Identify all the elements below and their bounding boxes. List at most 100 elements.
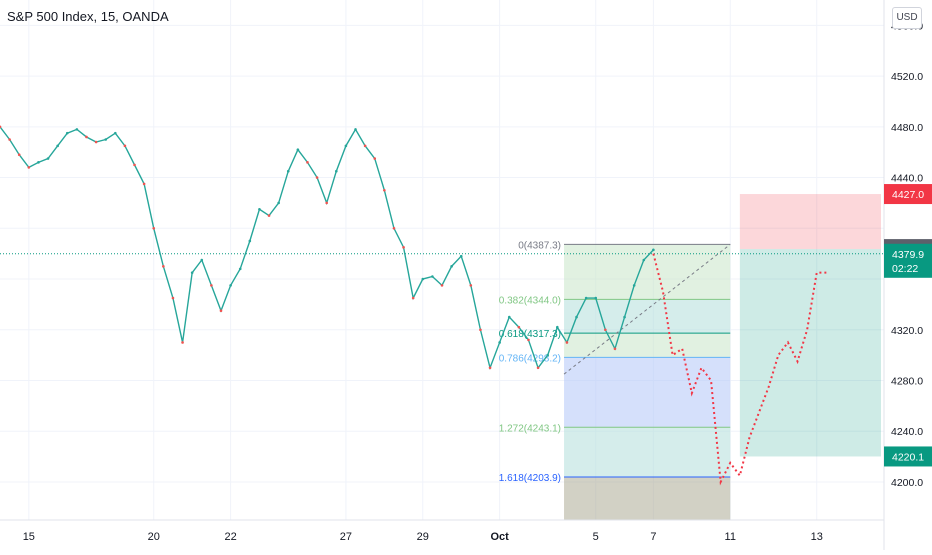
price-point: [104, 138, 107, 141]
price-tick-label: 4480.0: [891, 122, 923, 134]
price-point: [517, 325, 521, 329]
price-tick-label: 4240.0: [891, 426, 923, 438]
price-point: [85, 135, 88, 139]
price-point: [556, 325, 559, 329]
price-point: [507, 315, 511, 319]
time-tick-label: 15: [23, 531, 35, 543]
price-point: [210, 284, 213, 287]
price-point: [459, 254, 463, 258]
price-point: [190, 271, 194, 274]
fib-label: 0(4387.3): [518, 240, 561, 251]
price-tag-label: 4220.1: [892, 451, 924, 463]
price-point: [431, 275, 434, 278]
price-point: [8, 138, 11, 141]
price-point: [479, 328, 482, 332]
price-point: [604, 328, 607, 332]
price-point: [17, 153, 21, 157]
fib-label: 1.272(4243.1): [499, 423, 561, 434]
price-point: [114, 131, 117, 135]
price-point: [238, 267, 242, 271]
price-point: [258, 207, 261, 211]
time-tick-label: 20: [148, 531, 160, 543]
price-point: [632, 284, 636, 287]
price-tag: [884, 446, 932, 467]
price-point: [296, 148, 300, 151]
price-tag-countdown: 02:22: [892, 263, 918, 275]
price-point: [56, 144, 59, 148]
price-point: [623, 315, 626, 319]
time-tick-label: 29: [417, 531, 429, 543]
price-point: [152, 226, 156, 230]
price-point: [219, 309, 223, 313]
price-point: [123, 144, 127, 148]
price-point: [536, 366, 540, 370]
price-point: [565, 341, 569, 344]
price-tick-label: 4200.0: [891, 477, 923, 489]
fib-label: 0.618(4317.3): [499, 329, 561, 340]
price-point: [181, 341, 184, 344]
price-point: [546, 353, 549, 357]
price-point: [344, 144, 348, 148]
fib-label: 0.786(4298.2): [499, 353, 561, 364]
price-point: [440, 284, 444, 287]
price-point: [402, 246, 405, 249]
price-point: [142, 182, 146, 186]
price-point: [613, 347, 617, 351]
price-point: [286, 169, 290, 173]
time-tick-label: 7: [650, 531, 656, 543]
price-point: [162, 265, 165, 268]
fib-band: [564, 244, 731, 300]
price-point: [315, 176, 319, 179]
position-target-zone: [739, 249, 881, 457]
price-point: [171, 296, 175, 300]
price-point: [65, 131, 69, 135]
price-tick-label: 4440.0: [891, 173, 923, 185]
price-point: [277, 201, 280, 205]
projection-line: [652, 253, 827, 486]
position-stop-zone: [739, 194, 881, 250]
price-point: [200, 258, 204, 262]
fib-band: [564, 477, 731, 520]
price-point: [27, 166, 31, 169]
price-point: [421, 277, 425, 281]
fib-band: [564, 357, 731, 428]
price-point: [325, 201, 328, 205]
currency-button[interactable]: USD: [892, 7, 922, 29]
price-point: [248, 239, 252, 243]
price-point: [306, 161, 309, 164]
price-point: [642, 258, 646, 262]
time-tick-label: 22: [224, 531, 236, 543]
price-point: [75, 128, 79, 131]
price-point: [488, 366, 492, 370]
time-tick-label: 13: [811, 531, 823, 543]
price-point: [0, 125, 2, 129]
price-point: [46, 157, 50, 160]
price-point: [94, 140, 98, 144]
price-tag: [884, 184, 932, 205]
price-tick-label: 4520.0: [891, 71, 923, 83]
time-tick-label: Oct: [490, 531, 509, 543]
price-point: [133, 163, 136, 167]
price-point: [267, 214, 271, 217]
price-tick-label: 4280.0: [891, 375, 923, 387]
price-tag: [884, 243, 932, 278]
price-point: [594, 296, 598, 300]
price-point: [37, 161, 40, 164]
price-point: [363, 144, 367, 148]
time-tick-label: 27: [340, 531, 352, 543]
price-point: [652, 248, 655, 252]
price-tick-label: 4320.0: [891, 325, 923, 337]
fib-band: [564, 333, 731, 358]
price-point: [335, 169, 338, 173]
fib-label: 0.382(4344.0): [499, 295, 561, 306]
price-tag-label: 4427.0: [892, 189, 924, 201]
price-point: [411, 296, 415, 300]
price-point: [498, 341, 501, 344]
time-tick-label: 5: [593, 531, 599, 543]
price-point: [383, 188, 386, 192]
price-point: [392, 226, 396, 230]
time-tick-label: 11: [725, 531, 736, 543]
fib-band: [564, 299, 731, 334]
